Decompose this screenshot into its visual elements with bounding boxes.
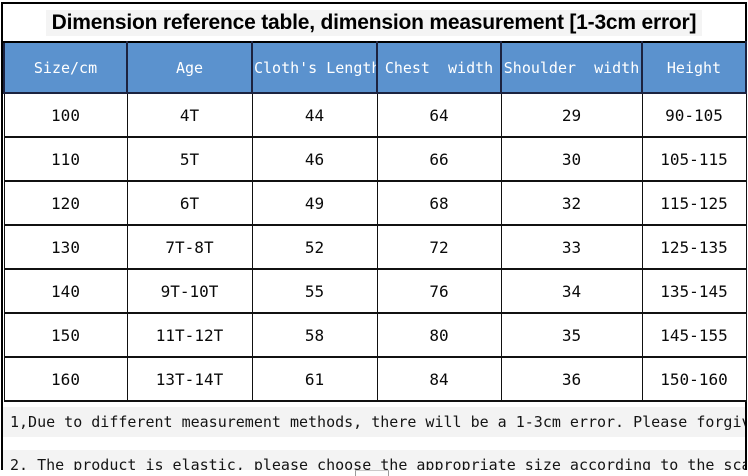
column-header-size: Size/cm bbox=[3, 41, 128, 94]
cell-size: 110 bbox=[3, 136, 128, 182]
cell-cloth-length: 58 bbox=[251, 312, 378, 358]
table-row: 130 7T-8T 52 72 33 125-135 bbox=[3, 224, 747, 270]
cell-chest-width: 68 bbox=[376, 180, 502, 226]
cell-chest-width: 76 bbox=[376, 268, 502, 314]
column-header-shoulder-width: Shoulder width bbox=[500, 41, 643, 94]
cell-cloth-length: 61 bbox=[251, 356, 378, 402]
cell-age: 4T bbox=[126, 92, 253, 138]
cell-shoulder-width: 33 bbox=[500, 224, 643, 270]
footnote-measurement-error: 1,Due to different measurement methods, … bbox=[3, 407, 745, 437]
cell-chest-width: 72 bbox=[376, 224, 502, 270]
cell-height: 90-105 bbox=[641, 92, 747, 138]
size-reference-table: Size/cm Age Cloth's Length Chest width S… bbox=[3, 41, 747, 402]
cell-height: 115-125 bbox=[641, 180, 747, 226]
table-row: 160 13T-14T 61 84 36 150-160 bbox=[3, 356, 747, 402]
cell-age: 11T-12T bbox=[126, 312, 253, 358]
footnote-elastic-sizing: 2. The product is elastic, please choose… bbox=[3, 450, 745, 476]
cell-shoulder-width: 32 bbox=[500, 180, 643, 226]
cell-chest-width: 66 bbox=[376, 136, 502, 182]
cell-shoulder-width: 34 bbox=[500, 268, 643, 314]
cell-cloth-length: 55 bbox=[251, 268, 378, 314]
header-row: Size/cm Age Cloth's Length Chest width S… bbox=[3, 41, 747, 94]
column-header-age: Age bbox=[126, 41, 253, 94]
cell-shoulder-width: 30 bbox=[500, 136, 643, 182]
cell-size: 130 bbox=[3, 224, 128, 270]
cell-size: 100 bbox=[3, 92, 128, 138]
cell-shoulder-width: 36 bbox=[500, 356, 643, 402]
cell-age: 6T bbox=[126, 180, 253, 226]
cell-chest-width: 84 bbox=[376, 356, 502, 402]
cell-shoulder-width: 29 bbox=[500, 92, 643, 138]
table-row: 150 11T-12T 58 80 35 145-155 bbox=[3, 312, 747, 358]
table-row: 110 5T 46 66 30 105-115 bbox=[3, 136, 747, 182]
cell-size: 150 bbox=[3, 312, 128, 358]
cell-size: 160 bbox=[3, 356, 128, 402]
title-bar: Dimension reference table, dimension mea… bbox=[3, 4, 745, 41]
cell-age: 7T-8T bbox=[126, 224, 253, 270]
cell-cloth-length: 49 bbox=[251, 180, 378, 226]
column-header-chest-width: Chest width bbox=[376, 41, 502, 94]
cell-age: 5T bbox=[126, 136, 253, 182]
cell-cloth-length: 46 bbox=[251, 136, 378, 182]
bottom-edge-strip bbox=[0, 470, 748, 476]
page-title: Dimension reference table, dimension mea… bbox=[45, 9, 703, 36]
cell-shoulder-width: 35 bbox=[500, 312, 643, 358]
cell-size: 120 bbox=[3, 180, 128, 226]
cell-height: 125-135 bbox=[641, 224, 747, 270]
column-header-cloth-length: Cloth's Length bbox=[251, 41, 378, 94]
cell-age: 13T-14T bbox=[126, 356, 253, 402]
cell-height: 135-145 bbox=[641, 268, 747, 314]
table-row: 140 9T-10T 55 76 34 135-145 bbox=[3, 268, 747, 314]
cell-cloth-length: 44 bbox=[251, 92, 378, 138]
footnotes: 1,Due to different measurement methods, … bbox=[3, 402, 745, 476]
cutoff-cell-fragment bbox=[355, 470, 389, 476]
cell-cloth-length: 52 bbox=[251, 224, 378, 270]
cell-age: 9T-10T bbox=[126, 268, 253, 314]
cell-chest-width: 80 bbox=[376, 312, 502, 358]
column-header-height: Height bbox=[641, 41, 747, 94]
table-row: 120 6T 49 68 32 115-125 bbox=[3, 180, 747, 226]
cell-height: 150-160 bbox=[641, 356, 747, 402]
cell-chest-width: 64 bbox=[376, 92, 502, 138]
cell-height: 145-155 bbox=[641, 312, 747, 358]
cell-size: 140 bbox=[3, 268, 128, 314]
cell-height: 105-115 bbox=[641, 136, 747, 182]
table-row: 100 4T 44 64 29 90-105 bbox=[3, 92, 747, 138]
